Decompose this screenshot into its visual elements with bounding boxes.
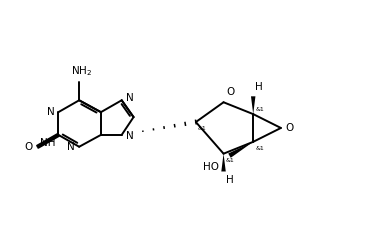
Text: N: N [47,107,55,117]
Polygon shape [228,142,253,158]
Text: &1: &1 [198,126,206,131]
Text: O: O [25,142,33,152]
Text: N: N [67,142,75,152]
Text: O: O [286,123,294,133]
Text: N: N [126,131,133,141]
Polygon shape [251,96,255,114]
Polygon shape [221,154,226,172]
Text: HO: HO [203,162,219,172]
Text: H: H [225,176,233,186]
Text: H: H [255,82,263,92]
Text: &1: &1 [255,107,264,112]
Text: NH: NH [40,138,55,148]
Text: NH$_2$: NH$_2$ [71,64,92,78]
Text: &1: &1 [255,146,264,151]
Text: &1: &1 [225,158,234,163]
Text: O: O [227,87,235,97]
Text: N: N [126,93,133,103]
